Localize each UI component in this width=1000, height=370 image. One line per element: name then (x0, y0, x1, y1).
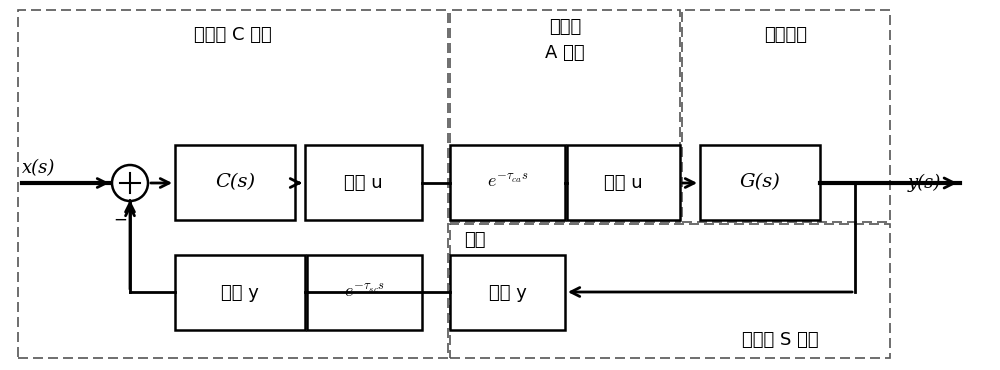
Bar (700, 145, 820, 220)
Bar (682, 10, 890, 222)
Text: y(s): y(s) (908, 174, 941, 192)
Bar (18, 10, 448, 358)
Text: 传感器 S 节点: 传感器 S 节点 (742, 331, 818, 349)
Bar (450, 145, 565, 220)
Text: −: − (113, 211, 127, 229)
Text: 发送 y: 发送 y (489, 283, 526, 302)
Text: 执行器: 执行器 (549, 18, 581, 36)
Bar (450, 224, 890, 358)
Text: $e^{-\tau_{sc}s}$: $e^{-\tau_{sc}s}$ (344, 283, 385, 302)
Bar (307, 255, 422, 330)
Text: 接收 y: 接收 y (221, 283, 259, 302)
Bar (567, 145, 680, 220)
Text: C(s): C(s) (215, 174, 255, 192)
Text: 接收 u: 接收 u (604, 174, 643, 192)
Bar (175, 255, 305, 330)
Text: G(s): G(s) (740, 174, 780, 192)
Text: 被控对象: 被控对象 (765, 26, 808, 44)
Bar (450, 255, 565, 330)
Bar (450, 10, 680, 222)
Text: A 节点: A 节点 (545, 44, 585, 62)
Text: 控制器 C 节点: 控制器 C 节点 (194, 26, 272, 44)
Bar (305, 145, 422, 220)
Circle shape (112, 165, 148, 201)
Text: x(s): x(s) (22, 159, 55, 177)
Text: 发送 u: 发送 u (344, 174, 383, 192)
Text: $e^{-\tau_{ca}s}$: $e^{-\tau_{ca}s}$ (487, 174, 528, 192)
Bar (175, 145, 295, 220)
Text: 网络: 网络 (464, 231, 486, 249)
